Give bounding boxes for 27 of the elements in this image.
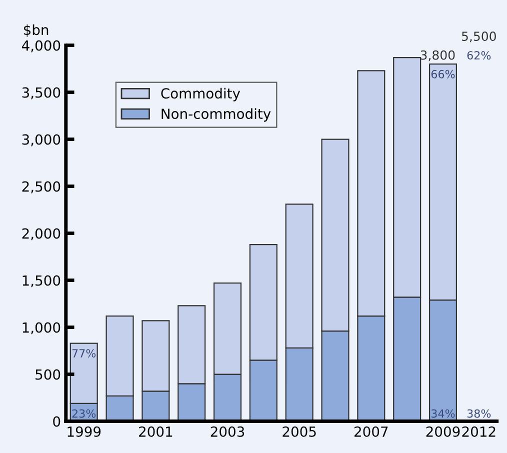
y-tick-label: 3,000 bbox=[22, 134, 60, 146]
x-tick-label: 2012 bbox=[462, 426, 496, 437]
x-tick-label: 2009 bbox=[426, 426, 460, 437]
y-tick-label: 500 bbox=[36, 369, 60, 380]
x-tick-label: 2001 bbox=[139, 426, 172, 437]
annotation: 38% bbox=[467, 409, 491, 418]
x-tick-label: 2007 bbox=[354, 426, 388, 437]
legend-label: Non-commodity bbox=[162, 108, 271, 122]
y-tick-label: 2,000 bbox=[22, 228, 60, 240]
y-tick-label: 2,500 bbox=[22, 181, 60, 194]
y-tick-label: 1,500 bbox=[22, 275, 60, 288]
y-tick-label: 1,000 bbox=[22, 322, 60, 334]
annotation: 23% bbox=[72, 409, 96, 418]
annotation: 34% bbox=[431, 409, 455, 418]
annotation: 66% bbox=[431, 70, 455, 78]
annotation: 62% bbox=[467, 51, 491, 60]
annotation: 77% bbox=[72, 349, 96, 358]
x-tick-label: 1999 bbox=[68, 426, 101, 437]
x-tick-label: 2003 bbox=[210, 426, 244, 437]
x-tick-label: 2005 bbox=[282, 426, 316, 437]
y-tick-label: 4,000 bbox=[22, 40, 60, 52]
y-axis-title: $bn bbox=[24, 24, 48, 37]
text: 5,500 bbox=[462, 32, 496, 42]
total-label: 3,800 bbox=[420, 50, 455, 62]
y-tick-label: 3,500 bbox=[22, 87, 60, 100]
y-tick-label: 0 bbox=[53, 416, 60, 427]
legend-label: Commodity bbox=[161, 88, 240, 102]
